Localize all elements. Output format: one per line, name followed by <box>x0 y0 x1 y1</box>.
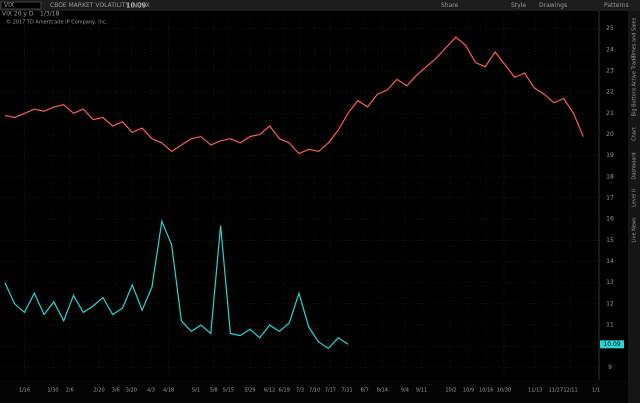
x-tick-label: 10/9 <box>463 388 474 394</box>
x-tick-label: 2/20 <box>93 388 104 394</box>
x-tick-label: 8/7 <box>361 388 369 394</box>
y-tick-label: 18 <box>606 173 614 180</box>
y-tick-label: 9 <box>608 364 612 371</box>
series-line <box>4 219 349 350</box>
y-tick-label: 25 <box>606 25 614 32</box>
x-tick-label: 10/30 <box>497 388 511 394</box>
y-tick-label: 23 <box>606 67 614 74</box>
series-line <box>4 36 584 155</box>
side-tab[interactable]: Times and Sales <box>632 17 638 59</box>
side-tab[interactable]: Level II <box>632 189 638 207</box>
toolbar <box>0 0 640 11</box>
share-button[interactable]: Share <box>441 2 459 9</box>
x-tick-label: 5/15 <box>223 388 234 394</box>
y-tick-label: 11 <box>606 322 614 329</box>
x-tick-label: 11/27 <box>549 388 563 394</box>
y-tick-label: 20 <box>606 131 614 138</box>
side-tab[interactable]: Dashboard <box>632 152 638 179</box>
price-flag-label: 10.09 <box>603 341 620 348</box>
x-tick-label: 5/8 <box>210 388 218 394</box>
description: CBOE MARKET VOLATILITY INDEX <box>50 2 150 9</box>
x-tick-label: 10/16 <box>479 388 493 394</box>
y-tick-label: 14 <box>606 258 614 265</box>
y-tick-label: 22 <box>606 89 614 96</box>
side-tab[interactable]: Chart <box>632 127 638 141</box>
x-tick-label: 5/29 <box>244 388 255 394</box>
y-tick-label: 16 <box>606 216 614 223</box>
y-tick-label: 13 <box>606 279 614 286</box>
x-tick-label: 7/3 <box>296 388 304 394</box>
x-tick-label: 5/1 <box>192 388 200 394</box>
x-tick-label: 7/17 <box>325 388 336 394</box>
x-tick-label: 1/1 <box>592 388 600 394</box>
y-tick-label: 17 <box>606 195 614 202</box>
x-tick-label: 2/6 <box>66 388 74 394</box>
y-tick-label: 15 <box>606 237 614 244</box>
study-label: VIX 20 y D <box>2 11 34 18</box>
x-tick-label: 8/14 <box>377 388 388 394</box>
style-button[interactable]: Style <box>511 2 526 9</box>
patterns-button[interactable]: Patterns <box>604 2 629 9</box>
drawings-button[interactable]: Drawings <box>539 2 567 9</box>
x-tick-label: 7/10 <box>309 388 320 394</box>
x-tick-label: 12/11 <box>563 388 577 394</box>
x-tick-label: 6/12 <box>264 388 275 394</box>
side-tab[interactable]: Live News <box>632 217 638 243</box>
side-tab[interactable]: Active Trader <box>632 53 638 87</box>
x-tick-label: 9/11 <box>416 388 427 394</box>
symbol-box[interactable] <box>0 1 42 10</box>
y-tick-label: 12 <box>606 300 614 307</box>
x-tick-label: 3/20 <box>126 388 137 394</box>
date-label: 1/3/18 <box>40 11 59 18</box>
y-tick-label: 19 <box>606 152 614 159</box>
y-tick-label: 24 <box>606 46 614 53</box>
time-axis <box>0 380 628 403</box>
x-tick-label: 10/2 <box>445 388 456 394</box>
y-tick-label: 21 <box>606 110 614 117</box>
x-tick-label: 1/30 <box>47 388 58 394</box>
x-tick-label: 6/19 <box>279 388 290 394</box>
x-tick-label: 4/18 <box>163 388 174 394</box>
x-tick-label: 7/31 <box>341 388 352 394</box>
last-price: 10.09 <box>126 2 146 10</box>
x-tick-label: 4/3 <box>147 388 155 394</box>
x-tick-label: 9/4 <box>401 388 409 394</box>
side-panel <box>628 11 640 403</box>
x-tick-label: 1/16 <box>19 388 30 394</box>
symbol[interactable]: VIX <box>4 2 14 9</box>
copyright: © 2017 TD Ameritrade IP Company, Inc. <box>6 19 108 26</box>
x-tick-label: 3/6 <box>112 388 120 394</box>
side-tab[interactable]: Big Buttons <box>632 87 638 116</box>
x-tick-label: 11/13 <box>528 388 542 394</box>
price-flag <box>600 340 624 349</box>
